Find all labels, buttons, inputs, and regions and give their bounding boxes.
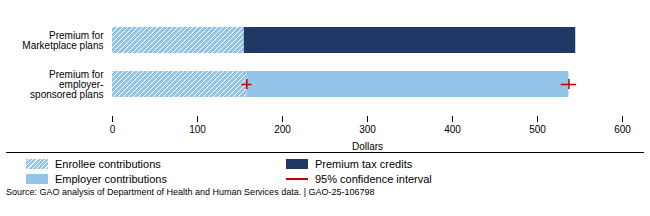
html-text:Premium tax credits: Premium tax credits [315, 157, 413, 170]
svg-text:100: 100 [189, 124, 206, 135]
html-text:95% confidence interval: 95% confidence interval [315, 172, 432, 185]
html-text:Source: GAO analysis of Depart: Source: GAO analysis of Department of He… [6, 187, 375, 197]
html-text:Employer contributions: Employer contributions [55, 172, 167, 185]
html-text:Enrollee contributions: Enrollee contributions [55, 157, 161, 170]
svg-text:500: 500 [529, 124, 546, 135]
svg-text:0: 0 [110, 124, 116, 135]
svg-text:Premium foremployer-sponsored: Premium foremployer-sponsored plans [30, 69, 104, 100]
svg-text:Premium forMarketplace plans: Premium forMarketplace plans [22, 30, 104, 51]
svg-text:600: 600 [614, 124, 631, 135]
svg-text:Dollars: Dollars [352, 141, 383, 152]
svg-text:200: 200 [274, 124, 291, 135]
svg-text:400: 400 [444, 124, 461, 135]
svg-text:300: 300 [359, 124, 376, 135]
